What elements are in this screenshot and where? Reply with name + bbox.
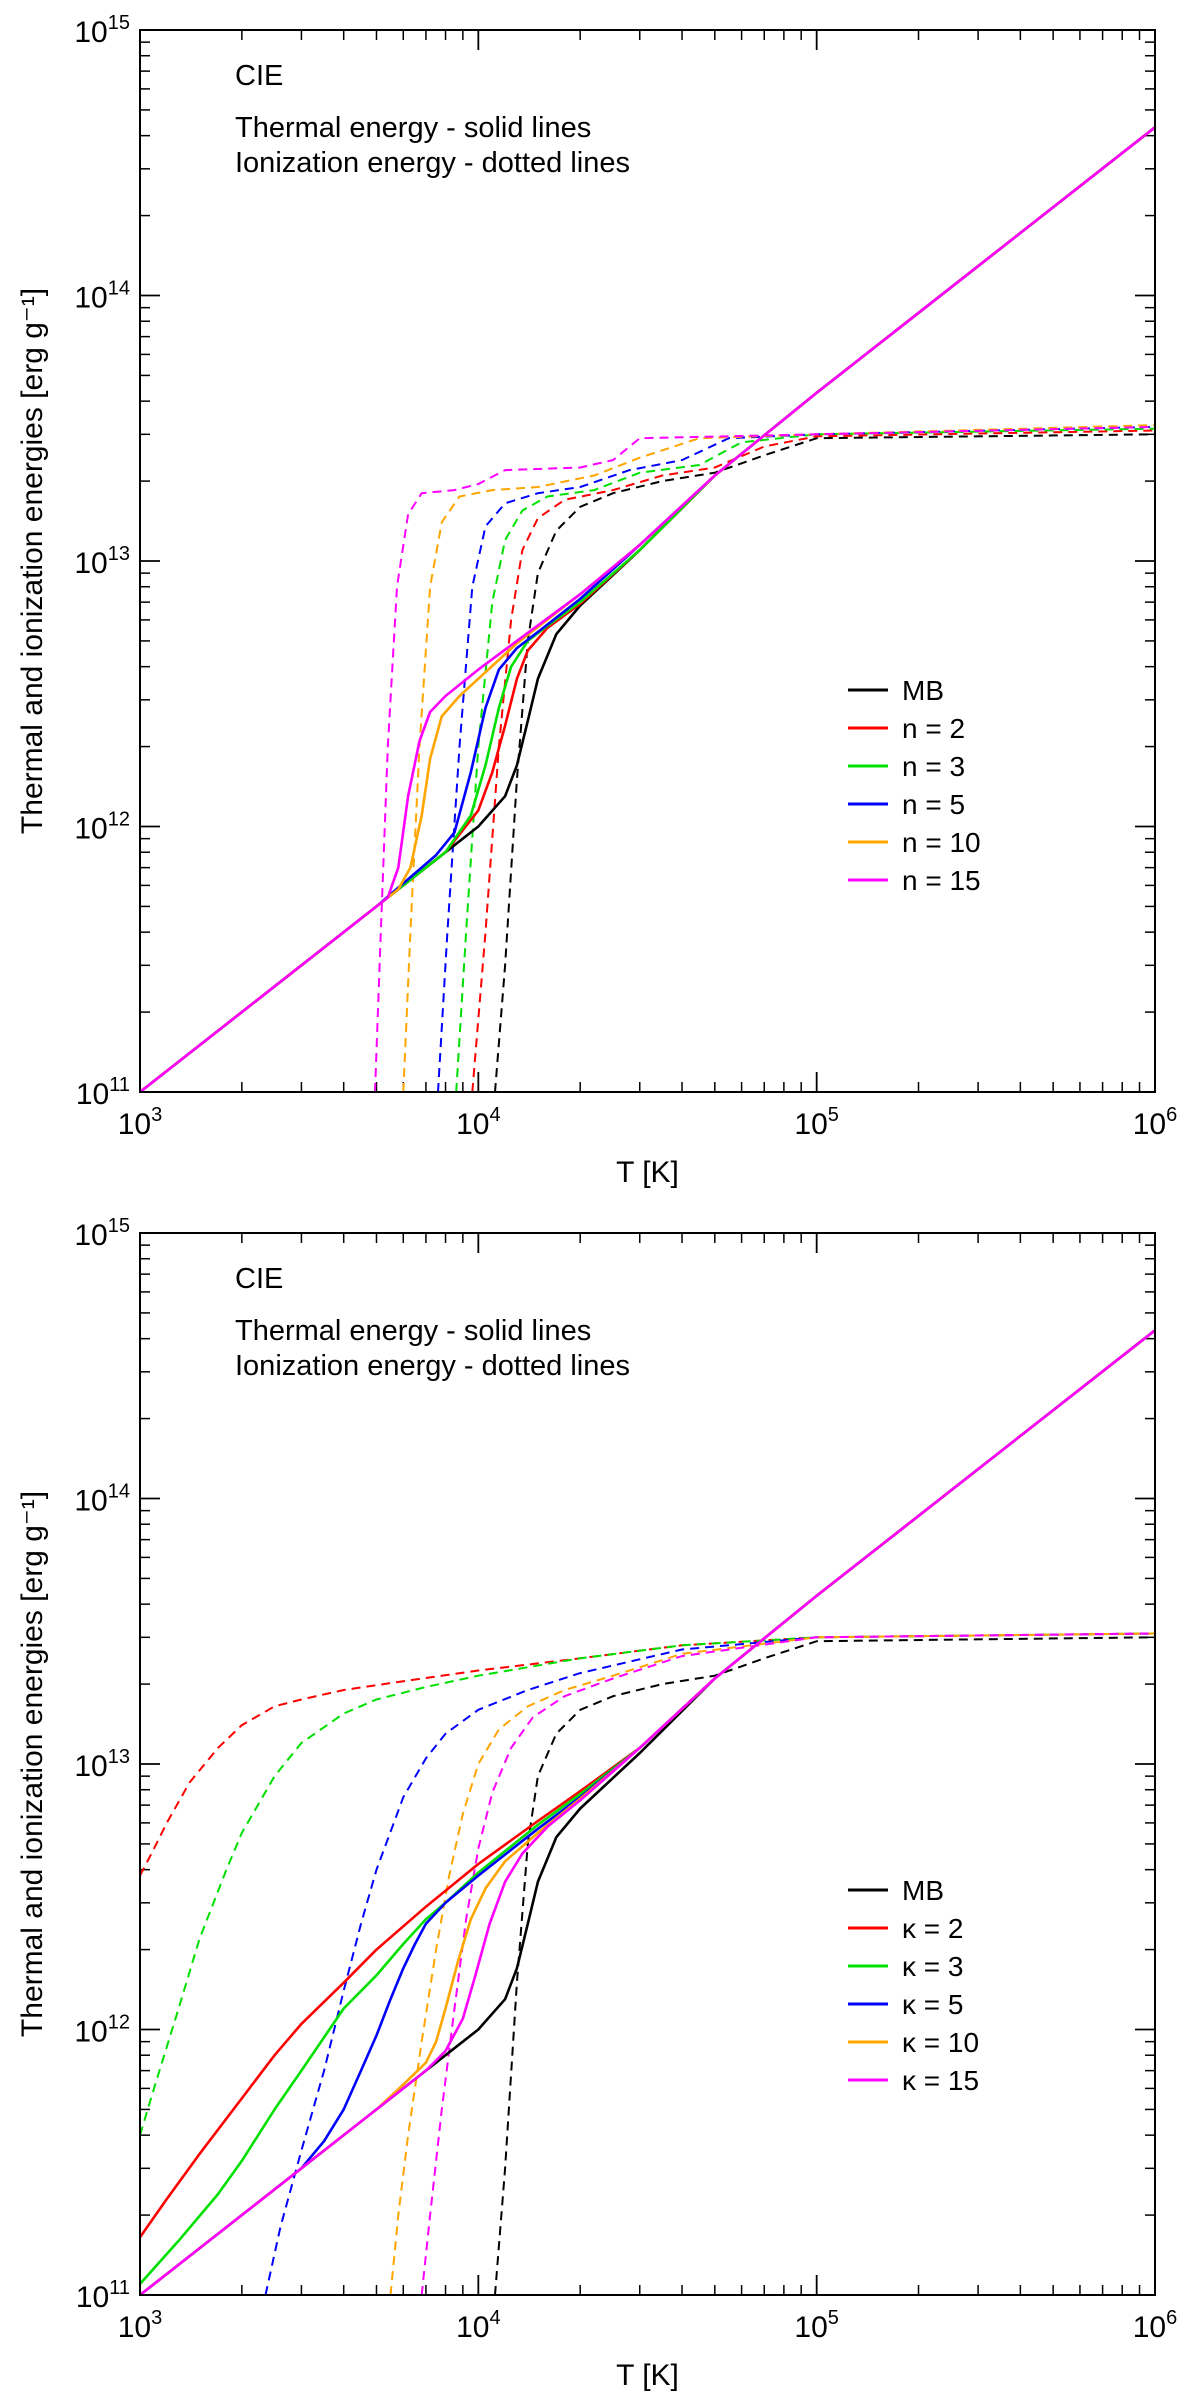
- x-tick-label: 105: [794, 2307, 839, 2344]
- y-axis-title: Thermal and ionization energies [erg g⁻¹…: [16, 288, 49, 834]
- annotation-0: CIE: [235, 1263, 283, 1295]
- chart-svg-1: 103 104 105 106 1011 1012 1013 1014 1015 CIE Therm…: [16, 1215, 1178, 2392]
- y-tick-label: 1014: [74, 1481, 130, 1518]
- ionization-line-5: [420, 1632, 1155, 2295]
- y-tick-label: 1014: [74, 278, 130, 315]
- y-tick-label: 1012: [74, 2012, 130, 2049]
- y-tick-label: 1015: [74, 1215, 130, 1252]
- x-tick-label: 104: [456, 2307, 501, 2344]
- legend: MB κ = 2 κ = 3 κ = 5 κ = 10 κ = 15: [848, 1875, 979, 2096]
- ionization-line-2: [455, 427, 1155, 1092]
- x-tick-label: 105: [794, 1104, 839, 1141]
- thermal-line-1: [140, 126, 1155, 1092]
- chart-panel-bottom: 103 104 105 106 1011 1012 1013 1014 1015 CIE Therm…: [0, 1203, 1200, 2403]
- thermal-line-5: [140, 126, 1155, 1092]
- y-tick-label: 1015: [74, 12, 130, 49]
- x-axis-title: T [K]: [616, 1156, 679, 1189]
- thermal-line-4: [140, 126, 1155, 1092]
- thermal-line-1: [140, 1329, 1155, 2239]
- y-tick-label: 1013: [74, 543, 130, 580]
- thermal-line-4: [140, 1329, 1155, 2295]
- x-tick-label: 104: [456, 1104, 501, 1141]
- annotation-1: Thermal energy - solid lines: [235, 1315, 591, 1347]
- y-tick-label: 1012: [74, 809, 130, 846]
- legend-label: MB: [902, 675, 944, 706]
- x-tick-label: 103: [118, 2307, 163, 2344]
- annotation-0: CIE: [235, 60, 283, 92]
- y-axis-title: Thermal and ionization energies [erg g⁻¹…: [16, 1491, 49, 2037]
- ionization-line-3: [264, 1632, 1155, 2295]
- ionization-line-1: [140, 1632, 1155, 1877]
- x-axis-title: T [K]: [616, 2359, 679, 2392]
- legend-label: n = 2: [902, 713, 965, 744]
- x-tick-label: 106: [1133, 2307, 1178, 2344]
- annotation-2: Ionization energy - dotted lines: [235, 147, 630, 179]
- series-lines: [140, 1329, 1155, 2295]
- legend: MB n = 2 n = 3 n = 5 n = 10 n = 15: [848, 675, 981, 896]
- legend-label: κ = 5: [902, 1989, 963, 2020]
- x-tick-label: 103: [118, 1104, 163, 1141]
- plot-frame: [139, 1232, 1156, 2296]
- ionization-line-3: [437, 425, 1155, 1092]
- ionization-line-4: [402, 424, 1155, 1092]
- y-tick-label: 1011: [76, 1074, 130, 1111]
- thermal-line-3: [140, 1329, 1155, 2295]
- ionization-line-1: [471, 429, 1155, 1092]
- legend-label: κ = 3: [902, 1951, 963, 1982]
- thermal-line-0: [140, 126, 1155, 1092]
- legend-label: κ = 10: [902, 2027, 979, 2058]
- thermal-line-5: [140, 1329, 1155, 2295]
- y-tick-label: 1013: [74, 1746, 130, 1783]
- thermal-line-2: [140, 1329, 1155, 2285]
- axis-ticks: [139, 1232, 1156, 2296]
- thermal-line-3: [140, 126, 1155, 1092]
- legend-label: n = 3: [902, 751, 965, 782]
- thermal-line-0: [140, 1329, 1155, 2295]
- legend-label: n = 10: [902, 827, 981, 858]
- annotation-1: Thermal energy - solid lines: [235, 112, 591, 144]
- thermal-line-2: [140, 126, 1155, 1092]
- legend-label: κ = 2: [902, 1913, 963, 1944]
- ionization-line-4: [389, 1632, 1155, 2295]
- ionization-line-0: [494, 1636, 1155, 2295]
- x-tick-label: 106: [1133, 1104, 1178, 1141]
- plot-frame: [139, 29, 1156, 1093]
- chart-panel-top: 103 104 105 106 1011 1012 1013 1014 1015 CIE Therm…: [0, 0, 1200, 1200]
- legend-label: n = 5: [902, 789, 965, 820]
- ionization-line-5: [374, 425, 1155, 1092]
- annotation-2: Ionization energy - dotted lines: [235, 1350, 630, 1382]
- series-lines: [140, 126, 1155, 1092]
- axis-ticks: [139, 29, 1156, 1093]
- ionization-line-0: [494, 433, 1155, 1092]
- legend-label: κ = 15: [902, 2065, 979, 2096]
- legend-label: n = 15: [902, 865, 981, 896]
- chart-svg-0: 103 104 105 106 1011 1012 1013 1014 1015 CIE Therm…: [16, 12, 1178, 1189]
- y-tick-label: 1011: [76, 2277, 130, 2314]
- ionization-line-2: [140, 1632, 1155, 2136]
- legend-label: MB: [902, 1875, 944, 1906]
